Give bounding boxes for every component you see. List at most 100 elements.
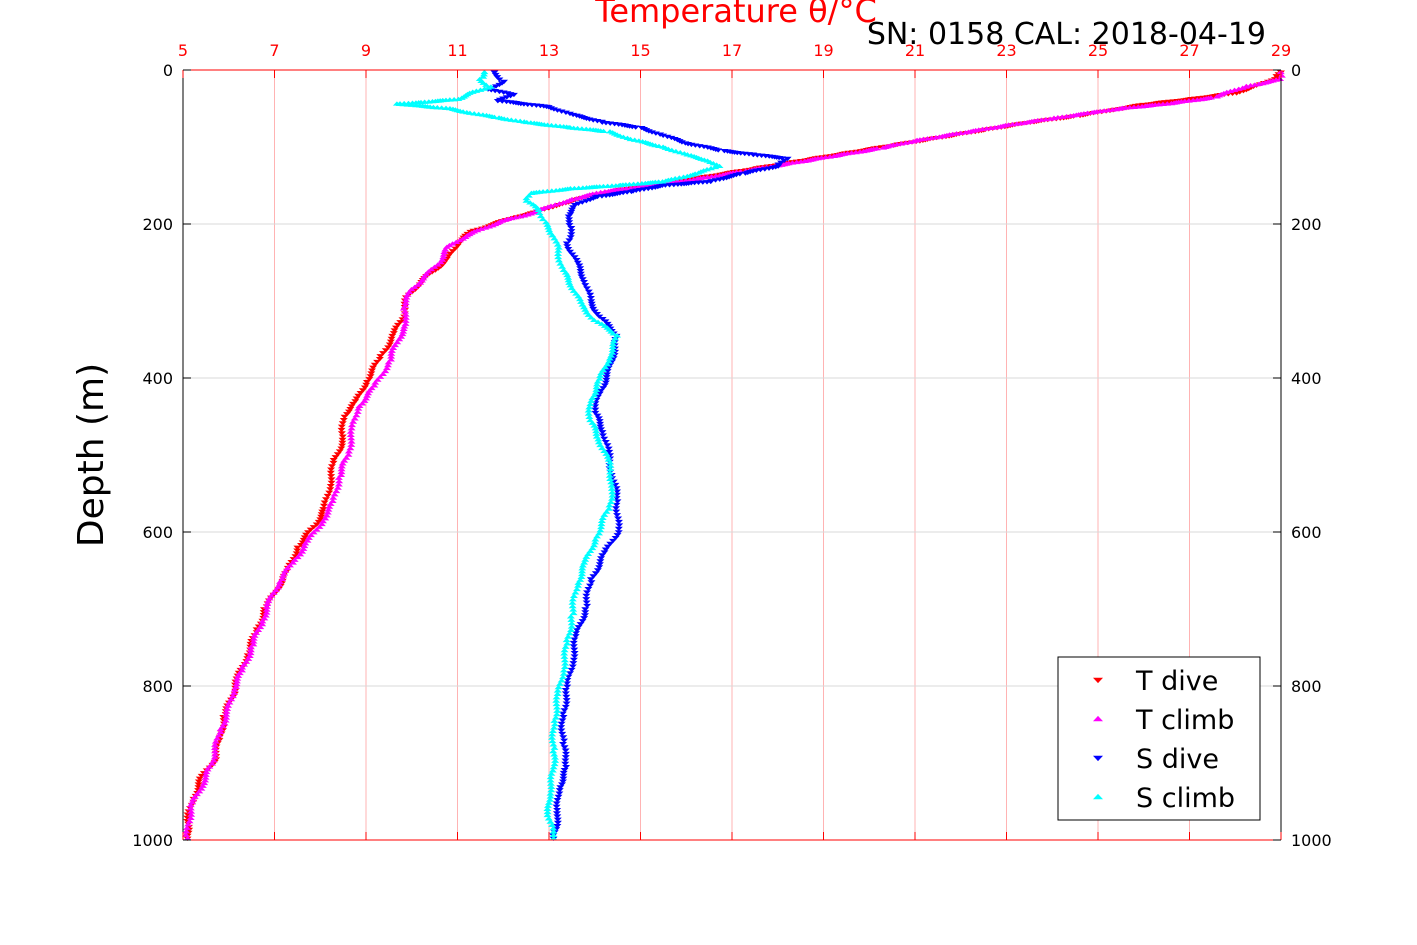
data-point (559, 671, 568, 676)
data-point (559, 200, 568, 205)
data-point (387, 336, 396, 342)
data-point (606, 463, 615, 468)
data-point (594, 439, 603, 445)
data-point (605, 356, 614, 361)
data-point (598, 553, 607, 558)
data-point (600, 436, 609, 442)
chart-title: Temperature θ/°C (594, 0, 877, 30)
data-point (522, 198, 531, 203)
data-point (371, 380, 380, 385)
data-point (304, 530, 313, 535)
data-point (715, 163, 724, 169)
data-point (592, 428, 601, 434)
data-point (544, 225, 553, 230)
data-point (560, 651, 569, 656)
data-point (575, 263, 584, 268)
data-point (555, 201, 564, 206)
data-point (233, 676, 242, 681)
x-tick-label: 11 (447, 41, 467, 60)
data-point (612, 506, 621, 511)
data-point (566, 235, 575, 240)
data-point (378, 371, 387, 376)
data-point (584, 289, 593, 294)
data-point (337, 464, 346, 469)
data-point (589, 306, 598, 312)
data-point (306, 527, 315, 532)
data-point (550, 718, 559, 723)
data-point (605, 324, 614, 329)
data-point (285, 563, 294, 568)
data-point (538, 216, 547, 222)
data-point (210, 748, 219, 754)
data-point (591, 571, 600, 576)
data-point (479, 74, 488, 79)
data-point (582, 199, 591, 204)
data-point (543, 812, 552, 818)
data-point (605, 449, 614, 455)
data-point (564, 275, 573, 280)
data-point (604, 506, 613, 511)
legend-label: T climb (1135, 705, 1234, 736)
data-point (601, 547, 610, 552)
data-point (569, 607, 578, 612)
data-point (316, 517, 325, 522)
data-point (614, 526, 623, 532)
data-point (613, 513, 622, 518)
data-point (560, 647, 569, 653)
data-point (568, 252, 577, 257)
data-point (228, 693, 237, 699)
data-point (577, 574, 586, 580)
data-point (603, 454, 612, 459)
data-point (516, 214, 525, 219)
data-point (183, 815, 192, 821)
data-point (312, 522, 321, 527)
data-point (339, 418, 348, 423)
data-point (351, 399, 360, 404)
data-point (569, 644, 578, 649)
data-point (198, 783, 207, 788)
data-point (597, 370, 606, 375)
data-point (499, 96, 508, 101)
data-point (590, 423, 599, 428)
data-point (383, 362, 392, 368)
data-point (367, 371, 376, 376)
data-point (565, 111, 574, 117)
data-point (711, 164, 720, 170)
data-point (546, 791, 555, 796)
data-point (559, 776, 568, 781)
data-point (588, 395, 597, 401)
data-point (314, 519, 323, 525)
data-point (567, 620, 576, 626)
data-point (275, 579, 284, 584)
data-point (593, 534, 602, 539)
series-layer (181, 69, 1286, 841)
data-point (323, 510, 332, 515)
data-point (555, 791, 564, 796)
data-point (401, 321, 410, 326)
data-point (559, 668, 568, 673)
x-tick-label: 29 (1271, 41, 1291, 60)
data-point (550, 755, 559, 760)
data-point (338, 461, 347, 466)
data-point (603, 321, 612, 327)
data-point (606, 476, 615, 481)
data-point (332, 488, 341, 494)
data-point (1250, 82, 1259, 87)
data-point (350, 416, 359, 421)
data-point (582, 600, 591, 605)
data-point (582, 597, 591, 602)
data-point (567, 667, 576, 673)
data-point (326, 484, 335, 489)
data-point (553, 108, 562, 113)
data-point (570, 637, 579, 642)
x-tick-label: 17 (722, 41, 742, 60)
data-point (574, 201, 583, 206)
data-point (578, 568, 587, 574)
data-point (410, 284, 419, 290)
data-point (574, 580, 583, 585)
data-point (245, 653, 254, 658)
data-point (587, 301, 596, 307)
data-point (593, 312, 602, 317)
y-tick-label-right: 0 (1291, 61, 1301, 80)
data-point (563, 684, 572, 690)
